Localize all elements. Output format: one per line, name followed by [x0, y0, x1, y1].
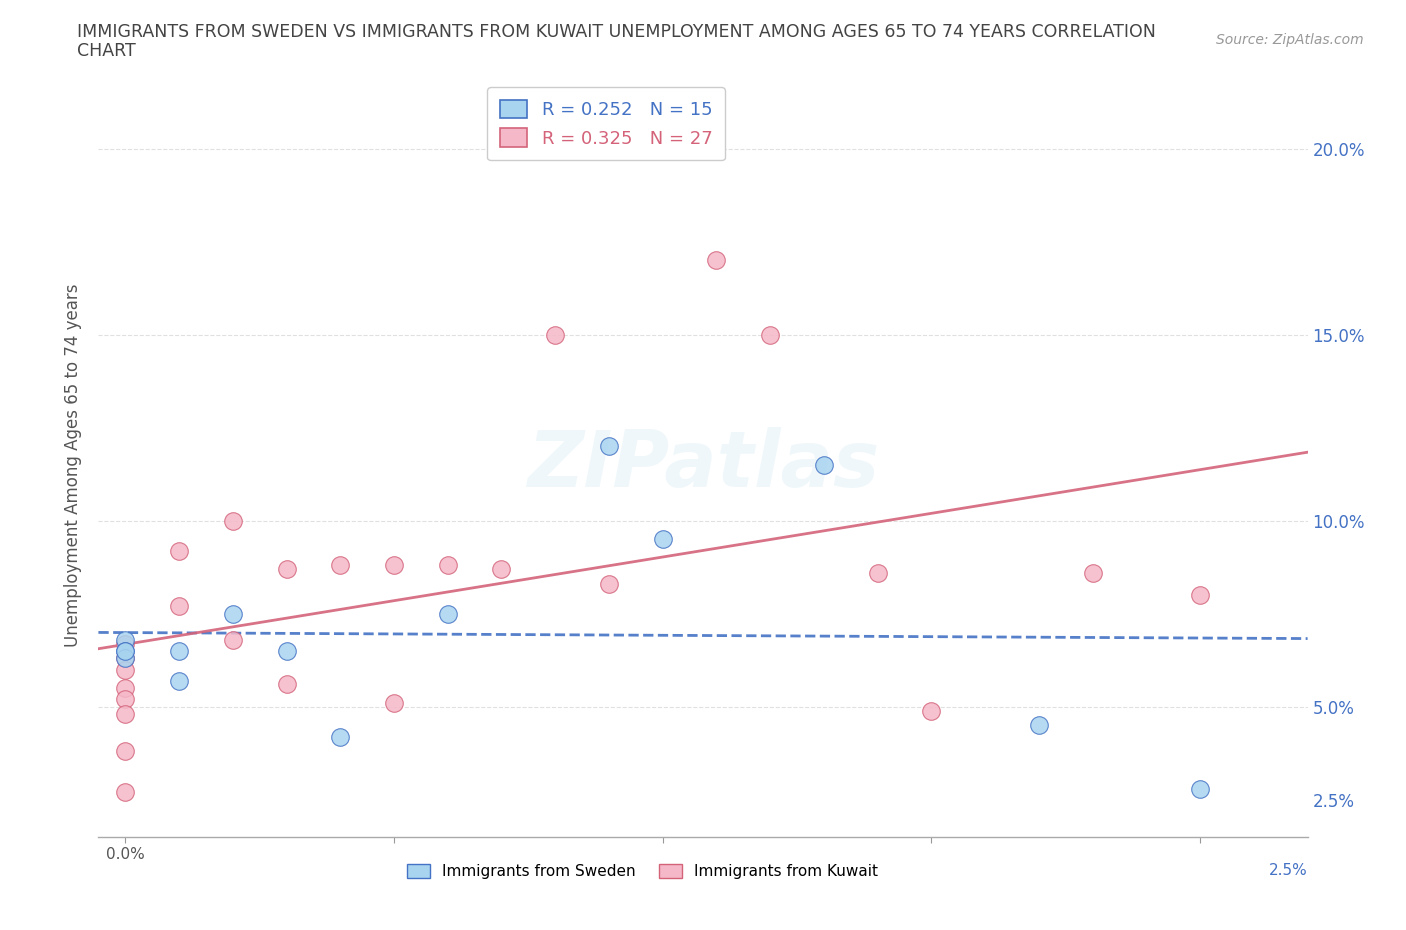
Point — [222, 632, 245, 647]
Point — [544, 327, 567, 342]
Point — [1028, 718, 1050, 733]
Text: IMMIGRANTS FROM SWEDEN VS IMMIGRANTS FROM KUWAIT UNEMPLOYMENT AMONG AGES 65 TO 7: IMMIGRANTS FROM SWEDEN VS IMMIGRANTS FRO… — [77, 23, 1156, 41]
Point — [1189, 588, 1212, 603]
Point — [598, 577, 620, 591]
Point — [114, 632, 136, 647]
Point — [329, 729, 352, 744]
Point — [114, 692, 136, 707]
Legend: Immigrants from Sweden, Immigrants from Kuwait: Immigrants from Sweden, Immigrants from … — [401, 857, 884, 885]
Point — [114, 651, 136, 666]
Point — [114, 651, 136, 666]
Point — [276, 677, 298, 692]
Point — [114, 744, 136, 759]
Y-axis label: Unemployment Among Ages 65 to 74 years: Unemployment Among Ages 65 to 74 years — [65, 284, 83, 646]
Point — [920, 703, 942, 718]
Point — [329, 558, 352, 573]
Point — [114, 644, 136, 658]
Point — [222, 513, 245, 528]
Point — [1189, 781, 1212, 796]
Point — [114, 707, 136, 722]
Point — [866, 565, 889, 580]
Point — [382, 696, 405, 711]
Text: ZIPatlas: ZIPatlas — [527, 427, 879, 503]
Point — [114, 662, 136, 677]
Point — [114, 681, 136, 696]
Point — [276, 644, 298, 658]
Point — [114, 636, 136, 651]
Point — [167, 599, 190, 614]
Point — [1081, 565, 1104, 580]
Point — [167, 543, 190, 558]
Point — [167, 644, 190, 658]
Text: Source: ZipAtlas.com: Source: ZipAtlas.com — [1216, 33, 1364, 46]
Point — [276, 562, 298, 577]
Point — [813, 458, 835, 472]
Point — [114, 785, 136, 800]
Text: 2.5%: 2.5% — [1268, 863, 1308, 878]
Point — [598, 439, 620, 454]
Point — [706, 253, 728, 268]
Point — [436, 606, 458, 621]
Point — [491, 562, 513, 577]
Point — [114, 644, 136, 658]
Point — [382, 558, 405, 573]
Text: CHART: CHART — [77, 42, 136, 60]
Point — [436, 558, 458, 573]
Point — [759, 327, 782, 342]
Point — [167, 673, 190, 688]
Point — [651, 532, 673, 547]
Point — [222, 606, 245, 621]
